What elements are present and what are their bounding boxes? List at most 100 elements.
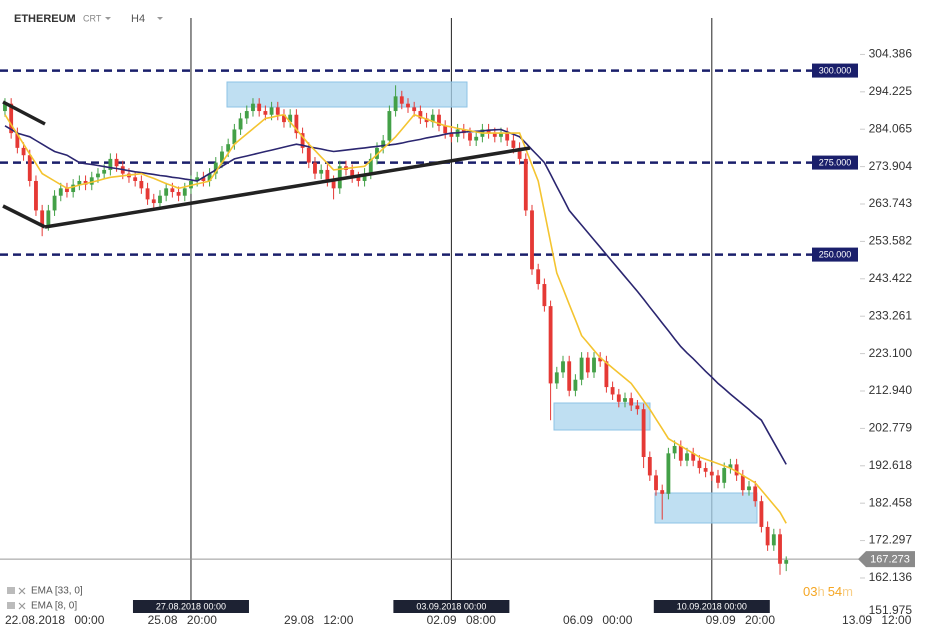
candle-body [102, 169, 107, 174]
candle-body [238, 118, 243, 130]
y-tick-label: 294.225 [869, 84, 913, 98]
candle-body [263, 111, 268, 115]
session-label: 03.09.2018 00:00 [416, 601, 486, 611]
x-tick-label: 25.08 20:00 [148, 613, 218, 627]
candle-body [300, 133, 305, 148]
candle-body [424, 118, 429, 123]
candle-body [734, 464, 739, 476]
candle-body [666, 453, 671, 494]
candle-body [418, 111, 423, 119]
candle-body [331, 180, 336, 189]
candle-body [616, 394, 621, 402]
candle-body [71, 184, 76, 193]
candle-body [158, 195, 162, 204]
trend-line [2, 100, 46, 126]
candle-body [257, 103, 262, 112]
candle-body [499, 133, 503, 137]
candle-body [356, 177, 361, 181]
candle-body [306, 147, 311, 163]
candle-body [691, 453, 696, 461]
zone [226, 81, 468, 108]
legend-icon[interactable] [7, 602, 15, 609]
legend-label: EMA [8, 0] [31, 601, 77, 612]
candle-body [517, 147, 522, 159]
candle-body [220, 151, 224, 163]
candle-body [437, 114, 441, 126]
candle-body [765, 526, 770, 546]
candle-body [182, 188, 187, 196]
legend-close[interactable] [18, 587, 26, 595]
candle-body [449, 133, 454, 137]
candle-body [647, 457, 652, 476]
candle-body [9, 103, 14, 134]
y-tick-label: 182.458 [869, 495, 913, 509]
candle-body [561, 361, 565, 373]
y-tick-label: 212.940 [869, 383, 913, 397]
dropdown-arrow[interactable] [105, 17, 111, 20]
candle-body [145, 188, 150, 200]
candle-body [747, 486, 751, 491]
levels: 300.000 275.000 250.000 [0, 18, 860, 600]
y-tick-label: 253.582 [869, 234, 913, 248]
level-label-box [812, 247, 858, 262]
level-label: 275.000 [819, 157, 852, 167]
symbol[interactable]: ETHEREUM [14, 13, 76, 25]
countdown-unit: h [817, 584, 824, 599]
x-tick-label: 29.08 12:00 [284, 613, 354, 627]
session-label-box [653, 600, 770, 613]
legend-label: EMA [33, 0] [31, 586, 83, 597]
candle-body [40, 210, 45, 226]
candle-body [623, 398, 627, 402]
candle-body [474, 136, 479, 141]
y-tick-label: 243.422 [869, 271, 913, 285]
candle-body [294, 114, 299, 134]
candle-body [164, 188, 169, 196]
x-tick-label: 02.09 08:00 [427, 613, 497, 627]
candle-body [672, 445, 677, 454]
candle-body [387, 111, 392, 141]
candle-body [443, 125, 448, 134]
y-tick-label: 273.904 [869, 159, 913, 173]
candle-body [722, 468, 727, 483]
y-tick-label: 263.743 [869, 196, 913, 210]
candle-body [108, 158, 113, 170]
candle-body [753, 486, 758, 502]
candle-body [3, 103, 7, 112]
candle-body [325, 169, 330, 181]
chart-style[interactable]: CRT [83, 13, 102, 23]
candle-body [523, 158, 528, 211]
candle-body [269, 107, 274, 115]
level-label: 250.000 [819, 249, 852, 259]
session-label: 27.08.2018 00:00 [156, 601, 226, 611]
candle-body [716, 475, 720, 483]
candle-body [703, 468, 708, 472]
dropdown-arrow[interactable] [157, 17, 163, 20]
candle-body [585, 357, 590, 373]
candle-body [542, 284, 547, 307]
candle-body [697, 460, 702, 469]
candle-body [288, 114, 293, 123]
candle-body [412, 107, 417, 112]
axes: 27.08.2018 00:00 03.09.2018 00:00 10.09.20… [5, 47, 915, 627]
candle-body [579, 357, 584, 380]
candle-body [170, 188, 175, 193]
candle-body [201, 177, 206, 181]
timeframe[interactable]: H4 [131, 13, 145, 25]
candle-body [554, 372, 559, 384]
candle-body [46, 210, 51, 226]
countdown-unit: m [842, 584, 853, 599]
candle-body [133, 177, 138, 181]
candle-body [34, 180, 38, 211]
candle-body [282, 114, 286, 123]
legend-close[interactable] [18, 602, 26, 610]
x-tick-label: 09.09 20:00 [706, 613, 776, 627]
candle-body [505, 133, 510, 141]
y-tick-label: 202.779 [869, 421, 913, 435]
candle-body [151, 199, 156, 204]
candle-body [406, 103, 410, 108]
candle-body [89, 177, 94, 185]
candle-body [251, 103, 255, 112]
y-tick-label: 172.297 [869, 533, 913, 547]
legend-icon[interactable] [7, 587, 15, 594]
